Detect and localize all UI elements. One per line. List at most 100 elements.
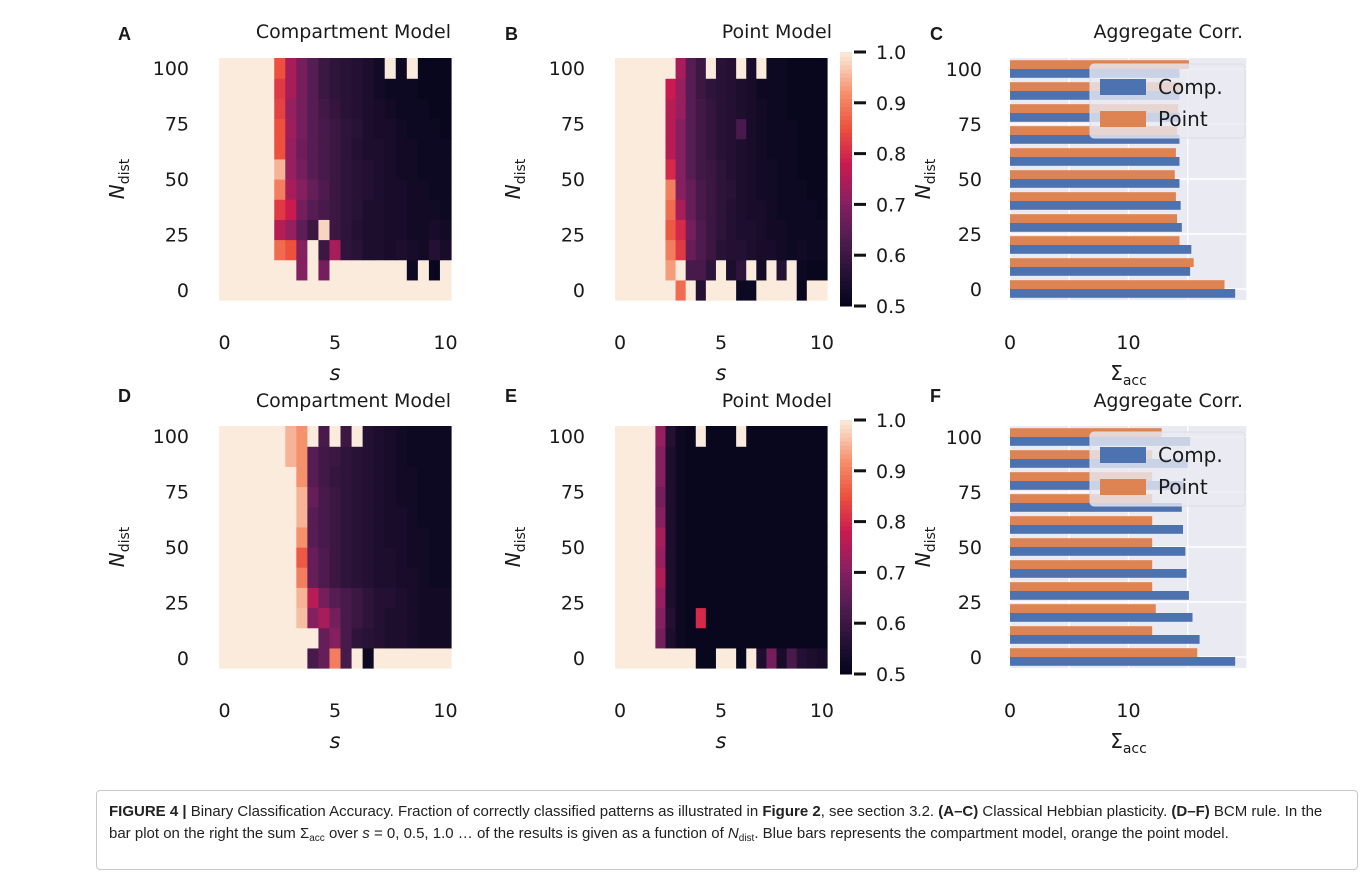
colorbar-segment-e xyxy=(840,589,852,595)
heatmap-cell-a xyxy=(395,98,408,120)
heatmap-cell-a xyxy=(296,179,308,200)
colorbar-segment-b xyxy=(840,289,852,294)
heatmap-cell-d xyxy=(274,466,286,488)
heatmap-cell-a xyxy=(318,219,331,241)
bar-y-tick-label-f: 100 xyxy=(946,427,982,449)
heatmap-cell-a xyxy=(219,259,231,281)
heatmap-cell-b xyxy=(816,78,828,99)
colorbar-segment-e xyxy=(840,597,852,603)
heatmap-cell-b xyxy=(726,239,737,261)
heatmap-cell-b xyxy=(726,58,737,79)
colorbar-segment-e xyxy=(840,610,852,616)
heatmap-cell-b xyxy=(776,279,788,301)
bar-point-c xyxy=(1010,280,1225,289)
colorbar-segment-b xyxy=(840,157,852,163)
caption-n-symbol: N xyxy=(727,825,739,842)
heatmap-cell-a xyxy=(406,279,419,301)
colorbar-tick-label-e: 0.8 xyxy=(876,512,906,534)
colorbar-segment-e xyxy=(840,542,852,548)
colorbar-segment-b xyxy=(840,221,852,227)
bar-comp-f xyxy=(1010,547,1186,556)
panel-title-a: Compartment Model xyxy=(256,21,451,43)
heatmap-cell-b xyxy=(736,138,747,160)
heatmap-cell-e xyxy=(806,587,818,609)
heatmap-cell-a xyxy=(329,179,342,200)
heatmap-cell-e xyxy=(615,426,626,447)
heatmap-cell-b xyxy=(685,138,697,160)
heatmap-cell-a xyxy=(395,58,408,79)
heatmap-cell-e xyxy=(655,607,667,629)
heatmap-cell-e xyxy=(715,426,727,447)
heatmap-cell-d xyxy=(373,506,386,528)
heatmap-cell-a xyxy=(395,279,408,301)
heatmap-cell-d xyxy=(373,567,386,588)
heatmap-cell-b xyxy=(816,98,828,120)
heatmap-cell-b xyxy=(635,199,646,220)
heatmap-cell-a xyxy=(230,179,242,200)
heatmap-cell-e xyxy=(645,446,656,467)
heatmap-cell-e xyxy=(796,486,808,508)
heatmap-cell-d xyxy=(340,567,353,588)
heatmap-cell-d xyxy=(263,486,275,508)
heatmap-cell-a xyxy=(340,98,353,120)
heatmap-cell-d xyxy=(384,446,397,467)
heatmap-cell-a xyxy=(318,78,331,99)
heatmap-cell-e xyxy=(665,506,677,528)
heatmap-cell-e xyxy=(635,446,646,467)
heatmap-cell-d xyxy=(428,506,441,528)
heatmap-cell-d xyxy=(384,607,397,629)
colorbar-segment-e xyxy=(840,504,852,510)
heatmap-cell-d xyxy=(373,607,386,629)
heatmap-cell-e xyxy=(806,446,818,467)
colorbar-segment-e xyxy=(840,453,852,459)
colorbar-segment-e xyxy=(840,525,852,531)
heatmap-cell-d xyxy=(428,466,441,488)
heatmap-cell-e xyxy=(705,526,717,548)
heatmap-cell-a xyxy=(362,58,375,79)
heatmap-cell-b xyxy=(705,239,717,261)
heatmap-cell-d xyxy=(318,526,331,548)
heatmap-cell-b xyxy=(695,118,707,140)
heatmap-cell-e xyxy=(615,647,626,669)
heatmap-cell-b xyxy=(726,219,737,241)
heatmap-cell-d xyxy=(307,466,320,488)
heatmap-cell-b xyxy=(816,219,828,241)
heatmap-cell-b xyxy=(715,239,727,261)
heatmap-cell-b xyxy=(715,98,727,120)
heatmap-cell-a xyxy=(384,279,397,301)
heatmap-cell-b xyxy=(806,78,818,99)
heatmap-cell-d xyxy=(362,587,375,609)
heatmap-cell-d xyxy=(307,627,320,649)
heatmap-cell-d xyxy=(439,567,452,588)
heatmap-cell-b xyxy=(736,158,747,180)
heatmap-cell-e xyxy=(816,587,828,609)
heatmap-cell-e xyxy=(726,466,737,488)
heatmap-cell-b xyxy=(635,158,646,180)
heatmap-cell-b xyxy=(715,118,727,140)
caption-s-symbol: s xyxy=(362,825,370,842)
heatmap-cell-d xyxy=(318,466,331,488)
heatmap-cell-a xyxy=(252,58,264,79)
heatmap-cell-d xyxy=(285,547,297,568)
heatmap-cell-d xyxy=(296,647,308,669)
colorbar-segment-b xyxy=(840,225,852,231)
heatmap-cell-b xyxy=(665,219,677,241)
heatmap-cell-b xyxy=(615,138,626,160)
heatmap-cell-e xyxy=(756,526,768,548)
colorbar-segment-e xyxy=(840,462,852,468)
heatmap-cell-e xyxy=(736,627,747,649)
caption-text-3: Classical Hebbian plasticity. xyxy=(978,803,1172,820)
heatmap-cell-a xyxy=(395,138,408,160)
heatmap-cell-a xyxy=(439,239,452,261)
heatmap-cell-b xyxy=(675,259,687,281)
heatmap-cell-e xyxy=(625,567,636,588)
heatmap-cell-d xyxy=(439,426,452,447)
heatmap-cell-d xyxy=(362,426,375,447)
heatmap-cell-a xyxy=(329,239,342,261)
heatmap-cell-b xyxy=(816,279,828,301)
heatmap-cell-e xyxy=(796,547,808,568)
bar-comp-c xyxy=(1010,245,1192,254)
heatmap-cell-e xyxy=(675,567,687,588)
heatmap-cell-a xyxy=(428,219,441,241)
heatmap-cell-b xyxy=(766,118,778,140)
